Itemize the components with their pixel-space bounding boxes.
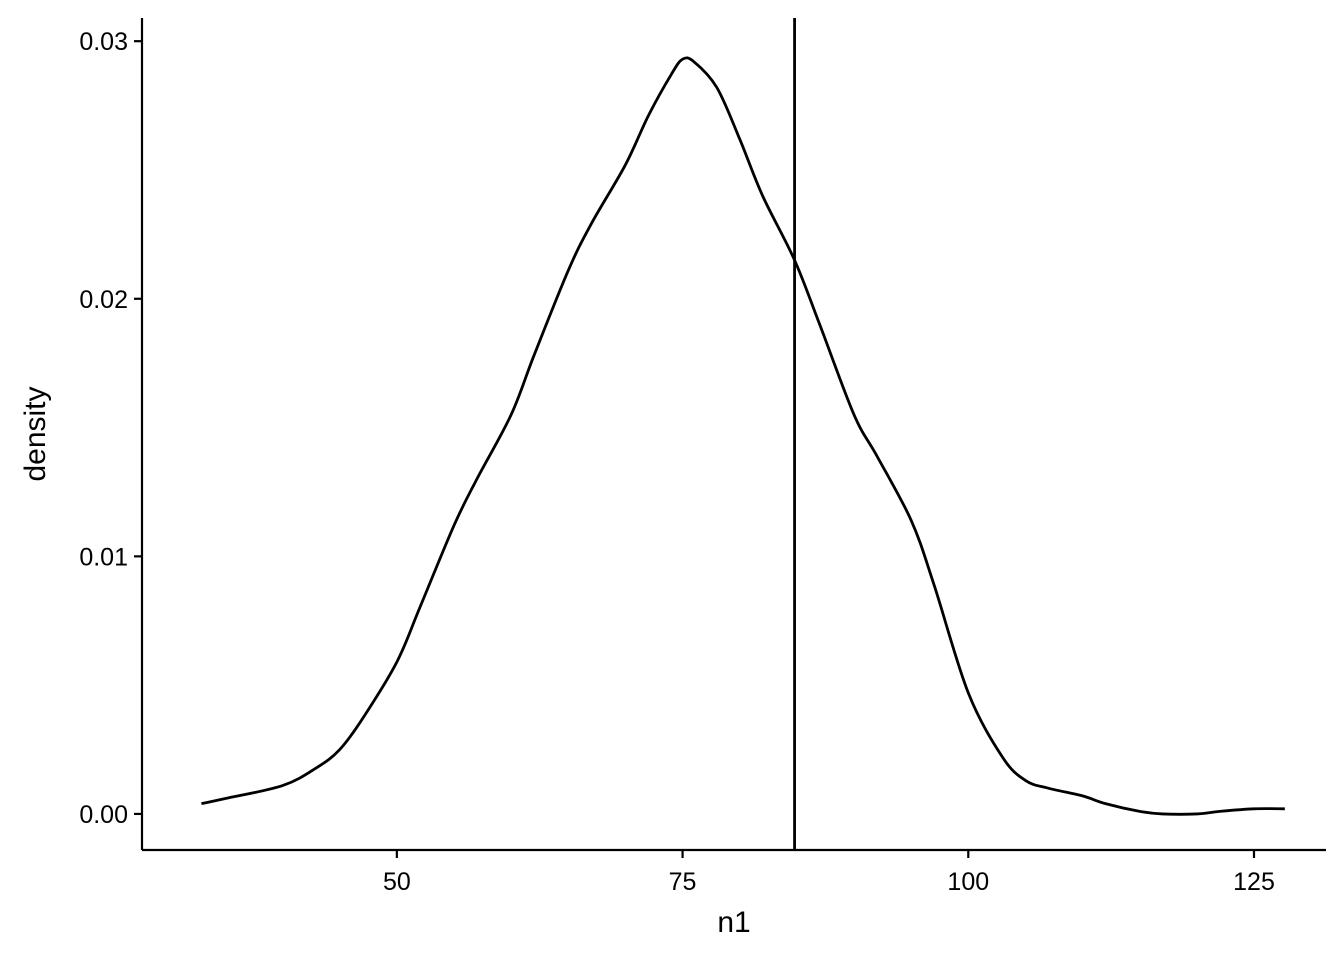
y-tick-label: 0.03 xyxy=(79,28,128,56)
y-tick-label: 0.00 xyxy=(79,801,128,829)
x-tick-label: 75 xyxy=(669,868,697,896)
y-tick-label: 0.01 xyxy=(79,543,128,571)
density-curve-0 xyxy=(201,56,1285,816)
plot-area xyxy=(201,18,1285,850)
x-axis-title: n1 xyxy=(717,906,750,939)
y-axis-title: density xyxy=(19,386,52,481)
x-tick-label: 50 xyxy=(383,868,411,896)
axes: 50 75 100 125 0.00 0.01 0.02 0.03 xyxy=(79,18,1326,896)
x-tick-label: 125 xyxy=(1233,868,1275,896)
y-tick-label: 0.02 xyxy=(79,286,128,314)
x-tick-label: 100 xyxy=(947,868,989,896)
